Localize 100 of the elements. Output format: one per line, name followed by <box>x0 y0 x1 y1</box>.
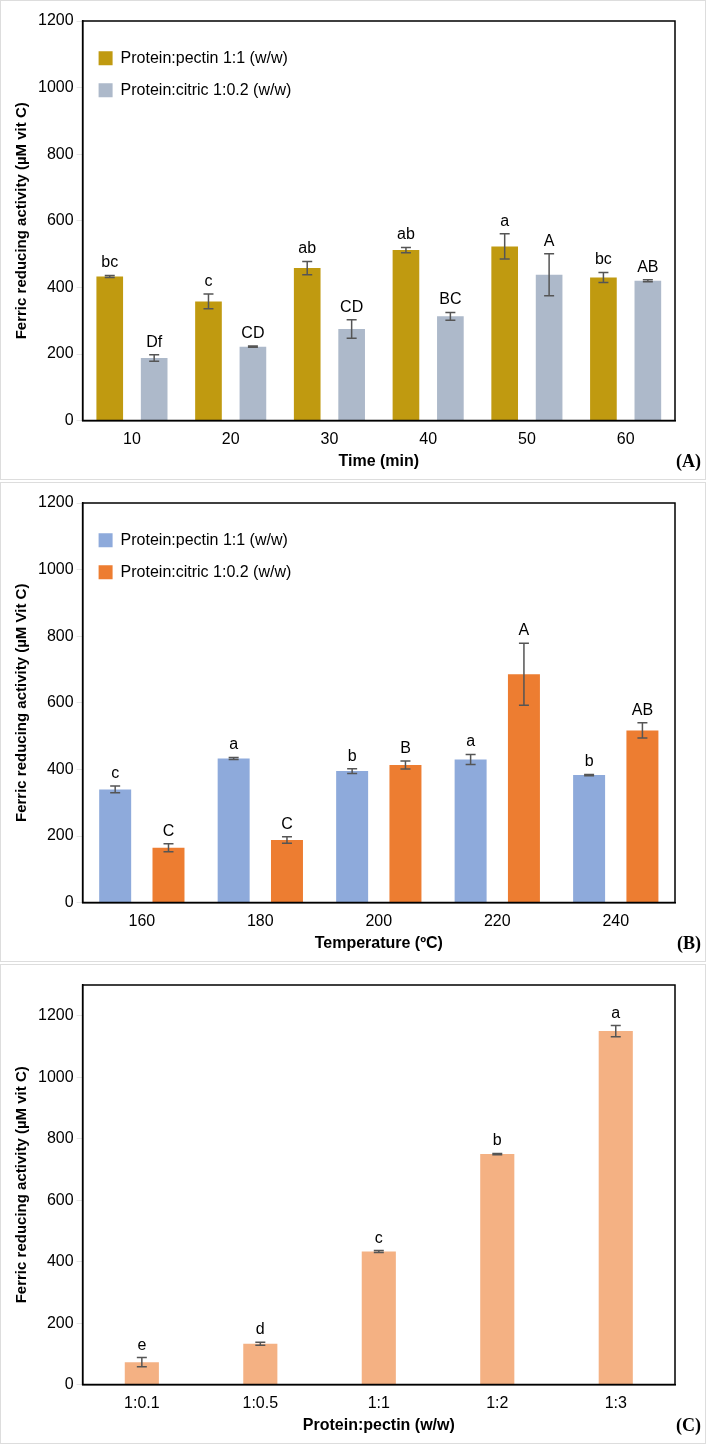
bar <box>293 268 321 421</box>
annotation: AB <box>631 700 654 718</box>
bar <box>140 358 168 421</box>
bar <box>217 758 250 903</box>
x-axis-title: Temperature (ºC) <box>314 933 443 951</box>
annotation: Df <box>146 332 163 350</box>
bar <box>270 840 303 903</box>
y-tick-label: 800 <box>46 144 74 162</box>
annotation: ab <box>397 225 415 243</box>
annotation: b <box>347 746 357 764</box>
text: (A) <box>676 450 701 472</box>
x-tick-label: 180 <box>246 911 274 929</box>
bar <box>243 1343 278 1385</box>
legend-label: Protein:citric 1:0.2 (w/w) <box>120 562 292 580</box>
bar <box>239 346 267 421</box>
annotation: c <box>204 272 213 290</box>
y-tick-label: 1200 <box>38 11 74 29</box>
bar <box>99 789 132 903</box>
annotation: bc <box>594 250 612 268</box>
x-tick-label: 50 <box>518 429 536 447</box>
y-tick-label: 600 <box>46 211 74 229</box>
y-tick-label: 600 <box>46 693 74 711</box>
annotation: CD <box>340 297 364 315</box>
annotation: a <box>466 732 476 750</box>
text: (B) <box>677 932 701 954</box>
annotation: A <box>543 231 555 249</box>
bar <box>634 280 662 421</box>
annotation: a <box>611 1003 621 1021</box>
x-tick-label: 30 <box>320 429 339 447</box>
bar <box>195 301 222 421</box>
bar <box>96 276 124 421</box>
annotation: BC <box>439 290 462 308</box>
annotation: C <box>162 821 175 839</box>
x-tick-label: 20 <box>221 429 240 447</box>
bar <box>336 771 369 903</box>
y-tick-label: 0 <box>64 411 74 429</box>
annotation: c <box>374 1228 383 1246</box>
bar <box>491 246 519 421</box>
annotation: A <box>518 621 530 639</box>
annotation: B <box>400 739 411 757</box>
annotation: CD <box>241 324 265 342</box>
bar <box>338 329 365 421</box>
bar <box>361 1251 396 1385</box>
x-tick-label: 200 <box>365 911 393 929</box>
y-tick-label: 800 <box>46 626 74 644</box>
bar <box>535 274 563 421</box>
y-axis-title: Ferric reducing activity (µM vit C) <box>12 1066 30 1304</box>
bar <box>389 765 422 903</box>
annotation: C <box>281 814 293 832</box>
bar <box>507 674 540 903</box>
y-tick-label: 1000 <box>38 560 74 578</box>
y-tick-label: 400 <box>46 277 74 295</box>
y-tick-label: 1000 <box>38 1067 74 1085</box>
x-tick-label: 10 <box>123 429 141 447</box>
annotation: a <box>500 211 510 229</box>
text: (C) <box>676 1414 701 1436</box>
legend-label: Protein:citric 1:0.2 (w/w) <box>120 80 292 98</box>
legend-label: Protein:pectin 1:1 (w/w) <box>120 530 288 548</box>
x-axis-title: Protein:pectin (w/w) <box>302 1415 455 1433</box>
annotation: e <box>137 1335 147 1353</box>
y-tick-label: 200 <box>46 826 74 844</box>
x-tick-label: 1:0.1 <box>124 1393 160 1411</box>
bar <box>454 759 487 903</box>
x-tick-label: 1:1 <box>367 1393 391 1411</box>
y-axis-title: Ferric reducing activity (µM Vit C) <box>12 583 30 823</box>
y-tick-label: 0 <box>64 1375 74 1393</box>
legend-label: Protein:pectin 1:1 (w/w) <box>120 48 288 66</box>
x-tick-label: 1:0.5 <box>242 1393 279 1411</box>
bar <box>437 316 464 421</box>
y-tick-label: 0 <box>64 893 74 911</box>
annotation: d <box>255 1320 265 1338</box>
annotation: b <box>492 1131 502 1149</box>
x-tick-label: 240 <box>602 911 630 929</box>
bar <box>124 1362 159 1385</box>
x-tick-label: 160 <box>128 911 156 929</box>
y-tick-label: 400 <box>46 1252 74 1270</box>
bar <box>590 277 617 421</box>
y-tick-label: 1000 <box>38 78 74 96</box>
annotation: a <box>229 735 239 753</box>
bar <box>392 250 420 421</box>
bar <box>573 775 606 903</box>
x-axis-title: Time (min) <box>338 451 420 469</box>
x-tick-label: 1:2 <box>486 1393 509 1411</box>
x-tick-label: 60 <box>616 429 635 447</box>
bar <box>626 730 659 903</box>
y-tick-label: 1200 <box>38 1006 74 1024</box>
y-tick-label: 200 <box>46 1313 74 1331</box>
x-tick-label: 40 <box>419 429 438 447</box>
y-tick-label: 200 <box>46 344 74 362</box>
annotation: AB <box>637 257 659 275</box>
y-axis-title: Ferric reducing activity (µM vit C) <box>12 102 30 340</box>
annotation: c <box>111 764 120 782</box>
x-tick-label: 220 <box>483 911 511 929</box>
annotation: b <box>584 752 594 770</box>
bar <box>480 1154 515 1385</box>
x-tick-label: 1:3 <box>604 1393 627 1411</box>
annotation: ab <box>298 239 317 257</box>
y-tick-label: 800 <box>46 1129 74 1147</box>
bar <box>152 847 185 903</box>
annotation: bc <box>101 253 119 271</box>
